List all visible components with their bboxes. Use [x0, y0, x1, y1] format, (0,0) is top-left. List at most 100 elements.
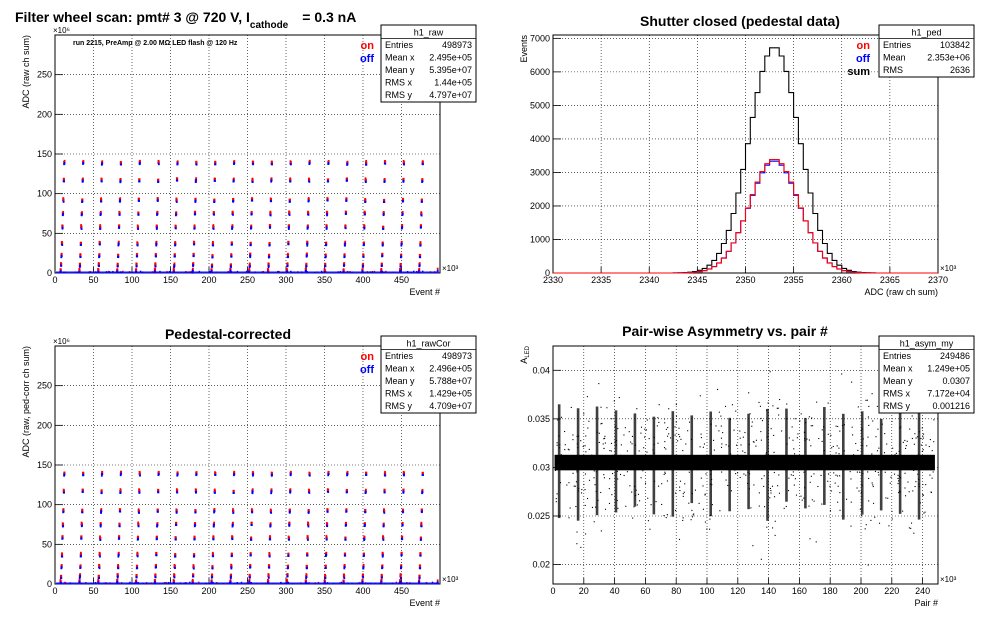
point-on — [346, 470, 349, 473]
asymmetry-point — [568, 482, 570, 484]
asymmetry-point — [922, 483, 924, 486]
point-off — [362, 264, 365, 267]
point-on — [118, 211, 121, 214]
x-axis-label: Event # — [409, 287, 440, 297]
asymmetry-point — [688, 421, 691, 423]
point-on — [325, 535, 328, 538]
asymmetry-point — [594, 484, 596, 486]
point-on — [325, 551, 328, 554]
point-on — [174, 565, 176, 568]
point-on — [174, 241, 177, 244]
asymmetry-point — [761, 420, 764, 422]
asymmetry-point — [748, 443, 750, 445]
asymmetry-point — [763, 475, 765, 477]
point-off — [118, 226, 121, 229]
point-on — [343, 563, 346, 566]
asymmetry-point — [609, 478, 611, 480]
point-on — [289, 488, 292, 491]
stats-row-label: RMS y — [883, 401, 911, 411]
asymmetry-point — [720, 425, 722, 427]
asymmetry-point — [637, 456, 639, 458]
asymmetry-point — [742, 450, 744, 452]
point-on — [307, 536, 309, 539]
asymmetry-point — [800, 495, 802, 497]
chart-title: Pair-wise Asymmetry vs. pair # — [622, 323, 828, 339]
point-on — [154, 579, 157, 582]
stats-row-value: 1.249e+05 — [927, 364, 970, 374]
point-off — [270, 511, 273, 514]
asymmetry-point — [871, 393, 873, 395]
point-off — [420, 538, 423, 541]
stats-row-label: Mean x — [883, 364, 913, 374]
x-tick-label: 300 — [278, 275, 293, 285]
point-on — [118, 224, 121, 227]
point-on — [230, 573, 232, 576]
point-on — [194, 509, 197, 512]
point-off — [63, 162, 66, 165]
point-on — [365, 488, 367, 491]
point-on — [120, 470, 123, 473]
x-tick-label: 0 — [52, 586, 57, 596]
asymmetry-point — [924, 466, 926, 468]
asymmetry-point — [739, 469, 741, 471]
point-on — [157, 161, 160, 164]
point-on — [138, 197, 140, 200]
point-on — [251, 177, 254, 180]
asymmetry-point — [857, 449, 859, 451]
point-off — [343, 264, 346, 267]
asymmetry-point — [721, 443, 723, 445]
asymmetry-point — [559, 444, 561, 446]
y-tick-label: 0.025 — [527, 511, 550, 521]
x-axis-label: Pair # — [914, 598, 938, 608]
point-on — [157, 471, 160, 474]
asymmetry-point — [798, 469, 800, 471]
point-off — [210, 581, 213, 584]
asymmetry-point — [811, 417, 813, 419]
point-on — [79, 573, 82, 576]
asymmetry-point — [598, 432, 600, 434]
point-on — [119, 508, 122, 511]
point-on — [365, 178, 367, 181]
asymmetry-point — [812, 425, 814, 427]
point-off — [436, 269, 439, 272]
x-tick-label: 50 — [88, 586, 98, 596]
point-off — [363, 243, 365, 246]
asymmetry-point — [883, 452, 886, 454]
point-off — [289, 490, 292, 493]
asymmetry-point — [577, 490, 580, 492]
point-off — [101, 472, 104, 475]
point-on — [363, 552, 365, 555]
asymmetry-point — [918, 478, 920, 480]
point-off — [214, 163, 217, 166]
asymmetry-point — [866, 445, 868, 447]
point-on — [268, 551, 271, 554]
asymmetry-point — [815, 541, 817, 543]
point-off — [345, 510, 348, 513]
stats-row-value: 2636 — [950, 65, 970, 75]
point-on — [172, 267, 175, 270]
asymmetry-point — [785, 467, 787, 469]
y-tick-label: 100 — [37, 500, 52, 510]
point-on — [194, 210, 197, 213]
point-on — [267, 269, 270, 272]
asymmetry-point — [810, 455, 812, 457]
y-tick-label: 0 — [47, 579, 52, 589]
y-tick-label: 0.02 — [532, 560, 550, 570]
asymmetry-point — [829, 458, 832, 460]
stats-row-value: 2.496e+05 — [429, 364, 472, 374]
point-on — [342, 579, 345, 582]
asymmetry-point — [905, 447, 907, 450]
point-off — [63, 180, 65, 183]
point-on — [270, 488, 273, 491]
point-off — [194, 200, 197, 203]
point-off — [362, 255, 365, 258]
asymmetry-point — [725, 444, 727, 446]
point-on — [307, 509, 310, 512]
asymmetry-point — [705, 459, 707, 461]
asymmetry-point — [576, 531, 578, 533]
asymmetry-point — [624, 427, 626, 429]
point-on — [116, 578, 119, 581]
point-off — [194, 524, 197, 527]
stats-row-label: Entries — [385, 351, 414, 361]
asymmetry-point — [709, 514, 711, 517]
